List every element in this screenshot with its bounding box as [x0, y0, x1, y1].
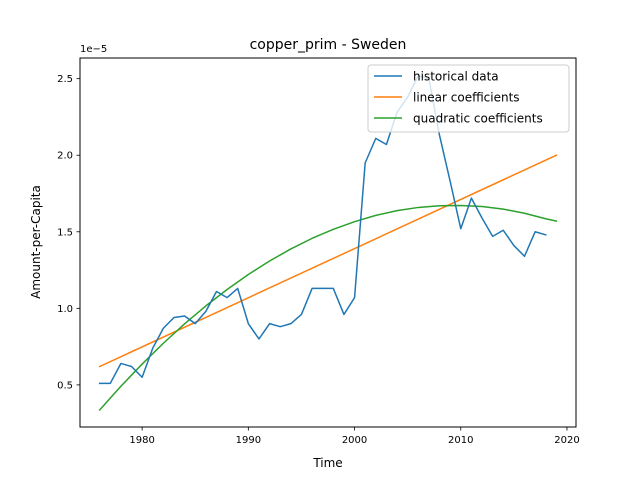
series-line-2	[98, 204, 558, 412]
legend-label-1: linear coefficients	[413, 91, 520, 105]
legend: historical data linear coefficients quadra…	[367, 64, 570, 133]
y-offset-label: 1e−5	[80, 44, 107, 55]
y-tick-label: 1.5	[57, 227, 73, 238]
y-tick-label: 2.5	[57, 74, 73, 85]
x-tick-label: 1980	[129, 435, 154, 446]
y-tick-label: 1.0	[57, 304, 73, 315]
x-tick-label: 2020	[554, 435, 579, 446]
x-tick-label: 2000	[342, 435, 367, 446]
chart-title: copper_prim - Sweden	[250, 37, 407, 53]
y-axis: 0.5 1.0 1.5 2.0 2.5	[57, 74, 80, 391]
x-axis: 1980 1990 2000 2010 2020	[129, 427, 580, 446]
legend-box	[367, 64, 570, 133]
x-tick-label: 1990	[236, 435, 261, 446]
series-line-0	[98, 74, 547, 385]
y-tick-label: 0.5	[57, 380, 73, 391]
x-axis-label: Time	[312, 456, 342, 470]
x-tick-label: 2010	[448, 435, 473, 446]
y-axis-label: Amount-per-Capita	[29, 185, 43, 299]
y-tick-label: 2.0	[57, 151, 73, 162]
plot-area	[98, 74, 558, 412]
legend-label-2: quadratic coefficients	[413, 112, 543, 126]
axes-frame	[79, 57, 577, 428]
legend-label-0: historical data	[413, 70, 499, 84]
